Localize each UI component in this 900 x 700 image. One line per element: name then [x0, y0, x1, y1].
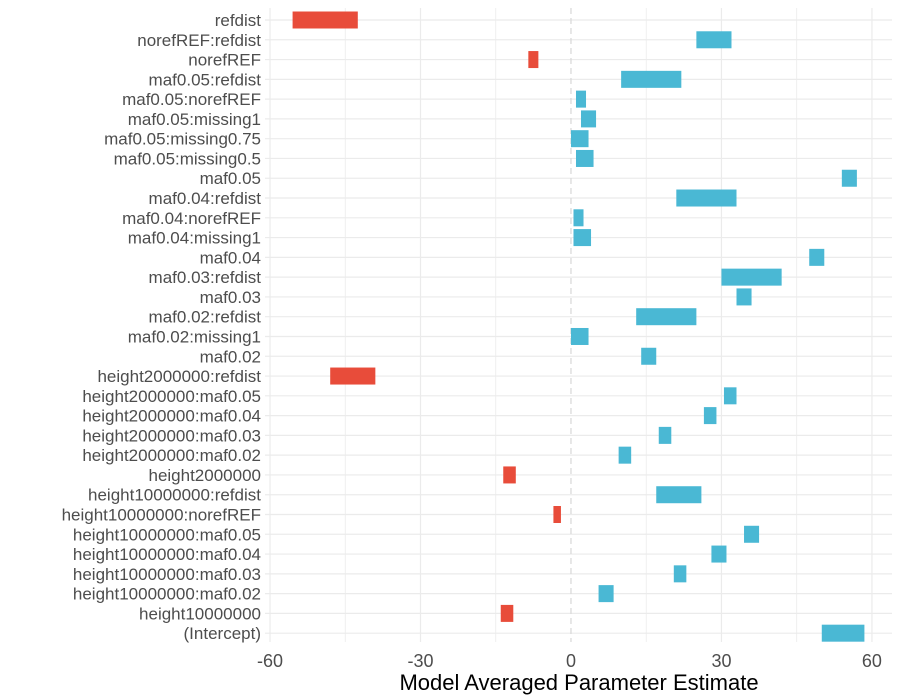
y-tick-label: maf0.05:missing0.5 [114, 149, 261, 168]
y-tick-label: height2000000:maf0.03 [82, 426, 261, 445]
estimate-bar [721, 268, 782, 286]
y-tick-label: (Intercept) [184, 624, 261, 643]
y-tick-label: height2000000:refdist [97, 367, 261, 386]
x-tick-labels: -60 -30 0 30 60 [257, 651, 882, 671]
y-tick-label: height10000000:maf0.03 [73, 565, 261, 584]
estimate-bar [330, 367, 376, 385]
estimate-bar [575, 149, 594, 167]
estimate-bar [528, 51, 539, 69]
x-tick-label: -30 [407, 651, 433, 671]
y-tick-label: height2000000:maf0.02 [82, 446, 261, 465]
y-tick-label: maf0.04:missing1 [128, 229, 261, 248]
x-axis-label: Model Averaged Parameter Estimate [399, 670, 758, 695]
y-tick-label: maf0.04:norefREF [122, 209, 261, 228]
estimate-bar [598, 585, 614, 603]
estimate-bar [575, 90, 587, 108]
y-tick-label: maf0.05:missing0.75 [104, 130, 261, 149]
y-tick-label: maf0.04:refdist [149, 189, 262, 208]
estimate-bar [676, 189, 737, 207]
estimate-bar [618, 446, 632, 464]
estimate-bar [570, 327, 589, 345]
x-tick-label: 60 [862, 651, 882, 671]
estimate-bar [553, 506, 561, 523]
y-tick-label: maf0.05:missing1 [128, 110, 261, 129]
y-tick-label: maf0.05:norefREF [122, 90, 261, 109]
estimate-bar [292, 11, 358, 29]
y-tick-label: height10000000:refdist [88, 486, 261, 505]
estimate-bar [656, 486, 702, 504]
y-tick-label: maf0.03:refdist [149, 268, 262, 287]
y-tick-label: height2000000:maf0.04 [82, 407, 261, 426]
estimate-bar [658, 426, 672, 444]
estimate-bar [703, 407, 717, 425]
estimate-bar [570, 130, 589, 148]
y-tick-label: maf0.02:refdist [149, 308, 262, 327]
estimate-bar [696, 31, 732, 49]
y-tick-label: maf0.04 [200, 248, 261, 267]
estimate-bar [573, 229, 592, 247]
estimate-bar [503, 466, 516, 484]
y-tick-label: height10000000:norefREF [62, 506, 261, 525]
y-tick-label: height2000000 [148, 466, 261, 485]
estimate-bar [736, 288, 752, 306]
x-tick-label: -60 [257, 651, 283, 671]
y-tick-label: maf0.03 [200, 288, 261, 307]
estimate-bar [500, 604, 514, 622]
estimate-bar [641, 347, 657, 365]
estimate-bar [841, 169, 857, 187]
y-tick-label: maf0.02 [200, 347, 261, 366]
estimate-bars [292, 11, 865, 642]
estimate-bar [673, 565, 687, 583]
y-tick-label: height10000000:maf0.05 [73, 525, 261, 544]
estimate-bar [636, 308, 697, 326]
estimate-bar [809, 248, 825, 266]
estimate-bar [621, 70, 682, 88]
estimate-bar [723, 387, 737, 405]
y-tick-label: maf0.02:missing1 [128, 327, 261, 346]
y-tick-label: height2000000:maf0.05 [82, 387, 261, 406]
y-tick-label: height10000000:maf0.02 [73, 585, 261, 604]
x-tick-label: 30 [711, 651, 731, 671]
y-tick-label: maf0.05 [200, 169, 261, 188]
y-tick-label: norefREF [188, 51, 261, 70]
estimate-bar [581, 110, 597, 128]
estimate-bar [744, 525, 760, 543]
x-tick-label: 0 [566, 651, 576, 671]
y-tick-label: refdist [215, 11, 262, 30]
y-tick-labels: refdistnorefREF:refdistnorefREFmaf0.05:r… [62, 11, 262, 643]
y-tick-label: height10000000:maf0.04 [73, 545, 261, 564]
estimate-bar [711, 545, 727, 563]
estimate-bar [573, 209, 584, 227]
y-tick-label: height10000000 [139, 604, 261, 623]
y-tick-label: maf0.05:refdist [149, 70, 262, 89]
y-tick-label: norefREF:refdist [137, 31, 261, 50]
estimate-bar [821, 624, 865, 642]
